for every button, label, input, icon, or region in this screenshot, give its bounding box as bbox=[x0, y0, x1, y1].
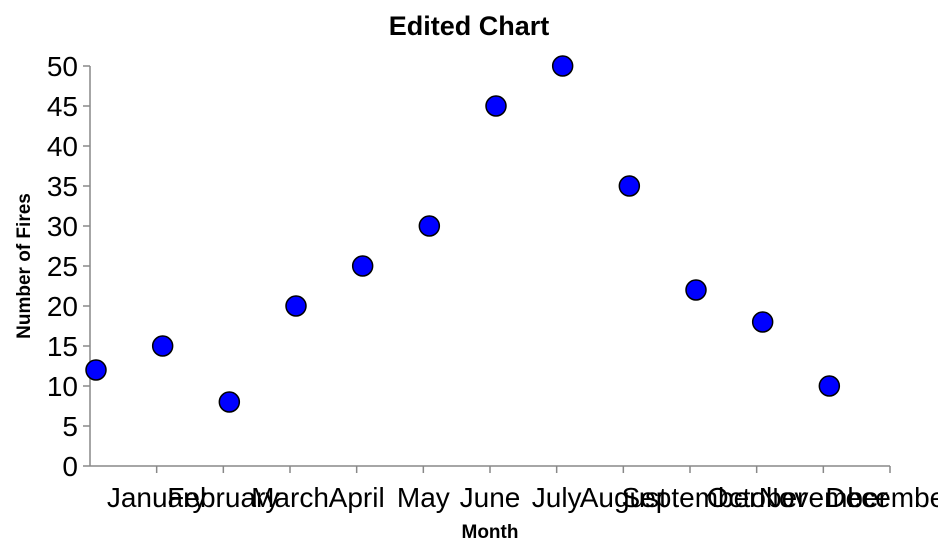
x-tick-label: September bbox=[622, 482, 759, 513]
data-point-march bbox=[218, 391, 241, 413]
x-tick-label: December bbox=[825, 482, 938, 513]
y-tick-label: 5 bbox=[62, 411, 78, 442]
x-tick-label: April bbox=[329, 482, 385, 513]
y-tick-label: 20 bbox=[47, 291, 78, 322]
y-tick-label: 0 bbox=[62, 451, 78, 482]
data-point-august bbox=[551, 55, 574, 77]
x-tick-label: August bbox=[580, 482, 667, 513]
data-point-july bbox=[485, 95, 507, 117]
y-tick-label: 25 bbox=[47, 251, 78, 282]
data-points bbox=[85, 55, 841, 413]
data-point-may bbox=[351, 255, 374, 277]
x-tick-label: May bbox=[397, 482, 450, 513]
y-axis: 0 5 10 15 20 25 30 35 40 45 50 bbox=[47, 51, 91, 482]
x-tick-label: June bbox=[460, 482, 521, 513]
x-axis-title: Month bbox=[462, 522, 519, 543]
y-tick-label: 35 bbox=[47, 171, 78, 202]
y-axis-title: Number of Fires bbox=[14, 193, 35, 339]
data-point-november bbox=[751, 311, 774, 333]
data-point-january bbox=[85, 359, 107, 381]
data-point-december bbox=[818, 375, 841, 397]
y-tick-label: 40 bbox=[47, 131, 78, 162]
x-tick-label: July bbox=[532, 482, 582, 513]
x-tick-label: January bbox=[107, 482, 207, 513]
y-tick-label: 30 bbox=[47, 211, 78, 242]
y-tick-label: 45 bbox=[47, 91, 78, 122]
x-tick-label: November bbox=[759, 482, 888, 513]
chart-title: Edited Chart bbox=[389, 11, 550, 41]
data-point-february bbox=[151, 335, 174, 357]
data-point-june bbox=[418, 215, 441, 237]
data-point-april bbox=[285, 295, 307, 317]
x-tick-label: October bbox=[707, 482, 807, 513]
data-point-october bbox=[685, 279, 707, 301]
y-tick-label: 50 bbox=[47, 51, 78, 82]
x-tick-label: February bbox=[167, 482, 279, 513]
y-tick-label: 15 bbox=[47, 331, 78, 362]
x-tick-label: March bbox=[251, 482, 329, 513]
y-tick-label: 10 bbox=[47, 371, 78, 402]
data-point-september bbox=[618, 175, 641, 197]
